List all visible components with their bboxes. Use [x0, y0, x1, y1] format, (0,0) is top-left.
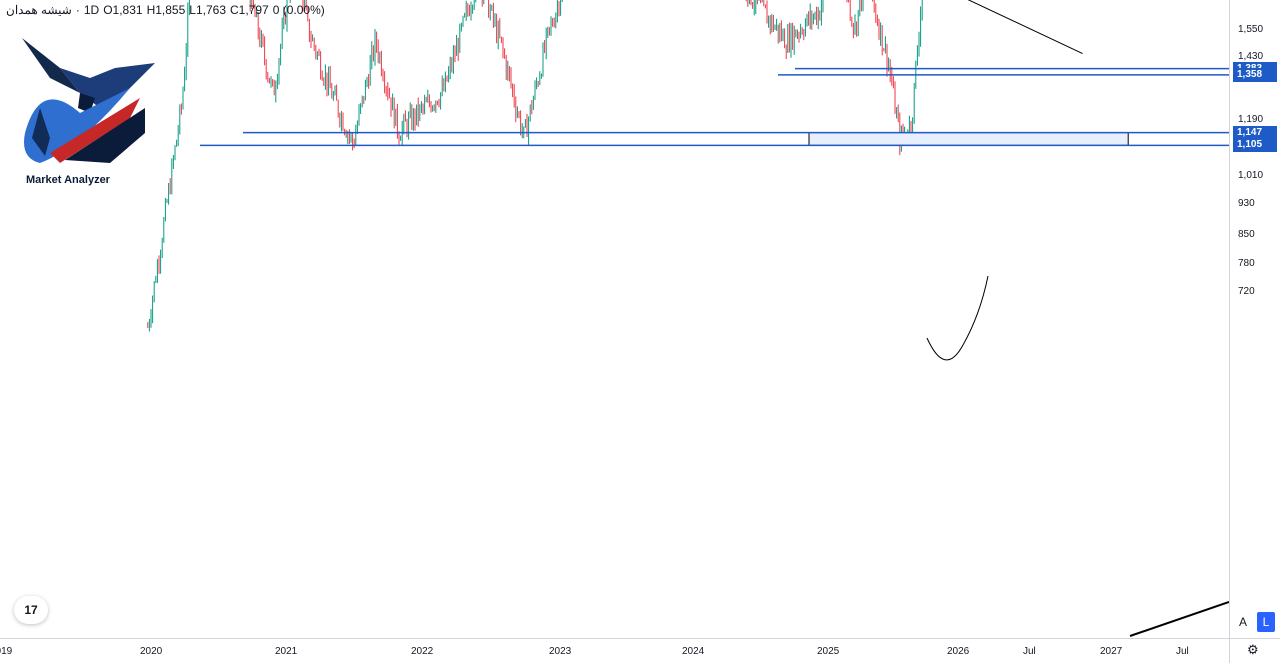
time-tick-label: 2019 [0, 646, 13, 657]
price-tick-label: 930 [1238, 198, 1255, 210]
legend-separator: · [75, 3, 80, 17]
time-tick-label: 2024 [682, 646, 705, 657]
price-axis[interactable]: 3,8003,4003,0002,5002,3002,1001,5501,430… [1229, 0, 1280, 638]
time-tick-label: 2026 [947, 646, 970, 657]
high-value: H1,855 [146, 3, 186, 17]
time-tick-label: 2027 [1100, 646, 1123, 657]
chart-area[interactable]: شیشه همدان · 1D O1,831 H1,855 L1,763 C1,… [0, 0, 1229, 638]
price-tick-label: 850 [1238, 229, 1255, 241]
time-tick-label: Jul [1023, 646, 1036, 657]
projection-path[interactable] [926, 275, 989, 361]
time-tick-label: 2021 [275, 646, 298, 657]
auto-scale-button[interactable]: A [1238, 615, 1247, 629]
price-tick-label: 1,430 [1238, 51, 1264, 63]
eagle-icon [22, 38, 155, 163]
time-tick-label: 2023 [549, 646, 572, 657]
logo-text: Market Analyzer [26, 174, 110, 186]
price-tick-label: 780 [1238, 258, 1255, 270]
time-tick-label: 2025 [817, 646, 840, 657]
price-tick-label: 720 [1238, 285, 1255, 297]
price-tick-label: 1,010 [1238, 170, 1264, 182]
time-tick-label: 2020 [140, 646, 163, 657]
candles [147, 0, 923, 332]
price-level-tag: 1,358 [1233, 67, 1277, 82]
log-scale-button[interactable]: L [1257, 612, 1275, 632]
price-chart[interactable] [0, 0, 1229, 638]
channel-line[interactable] [1129, 601, 1229, 637]
interval[interactable]: 1D [83, 3, 100, 17]
open-value: O1,831 [103, 3, 143, 17]
change-value: 0 (0.00%) [272, 3, 325, 17]
brand-logo: Market Analyzer [20, 38, 160, 193]
price-level-tag: 1,105 [1233, 138, 1277, 153]
symbol-legend: شیشه همدان · 1D O1,831 H1,855 L1,763 C1,… [6, 3, 325, 17]
price-level-tag: 1,147 [1233, 125, 1277, 140]
time-tick-label: 2022 [411, 646, 434, 657]
settings-gear-icon[interactable]: ⚙ [1247, 642, 1259, 657]
tradingview-logo[interactable]: 17 [14, 596, 48, 624]
symbol-name[interactable]: شیشه همدان [6, 3, 72, 17]
axis-corner [1229, 638, 1280, 663]
price-tick-label: 1,190 [1238, 113, 1264, 125]
trendline[interactable] [547, 0, 1083, 55]
price-tick-label: 1,550 [1238, 23, 1264, 35]
time-tick-label: Jul [1176, 646, 1189, 657]
time-axis[interactable]: 2019 2020 2021 2022 2023 2024 2025 2026 Jul 2027 J… [0, 638, 1229, 663]
close-value: C1,797 [230, 3, 269, 17]
low-value: L1,763 [189, 3, 226, 17]
support-zone[interactable] [808, 132, 1129, 146]
